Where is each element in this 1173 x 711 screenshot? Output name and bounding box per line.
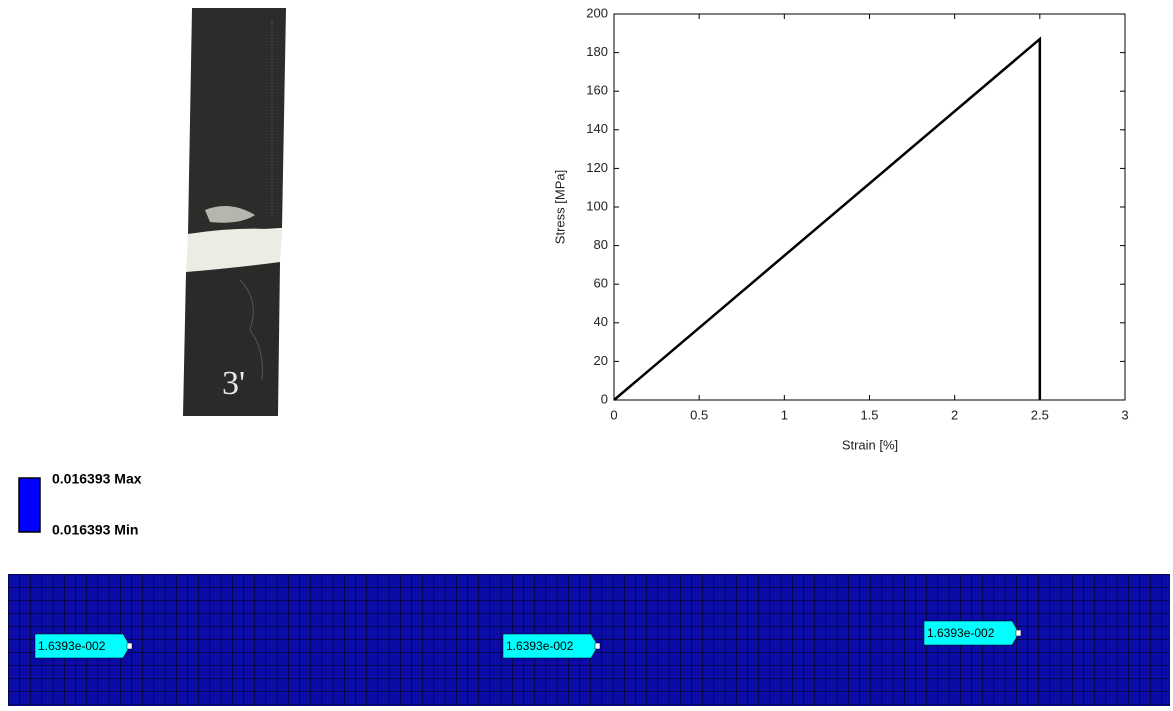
y-tick-label: 100 — [586, 198, 608, 213]
y-tick-label: 40 — [594, 314, 608, 329]
probe-point — [595, 643, 600, 649]
y-tick-label: 80 — [594, 237, 608, 252]
y-tick-label: 140 — [586, 121, 608, 136]
y-tick-label: 200 — [586, 5, 608, 20]
x-tick-label: 3 — [1121, 407, 1128, 422]
y-tick-label: 0 — [601, 391, 608, 406]
probe-point — [1016, 630, 1021, 636]
x-axis-label: Strain [%] — [842, 437, 898, 452]
x-tick-label: 1.5 — [860, 407, 878, 422]
plot-area — [614, 14, 1125, 400]
probe-point — [127, 643, 132, 649]
y-tick-label: 20 — [594, 353, 608, 368]
x-tick-label: 2 — [951, 407, 958, 422]
x-tick-label: 1 — [781, 407, 788, 422]
y-tick-label: 160 — [586, 83, 608, 98]
y-tick-label: 180 — [586, 44, 608, 59]
legend-max: 0.016393 Max — [52, 471, 142, 487]
figure: 3' Strain [%] Stress [MPa] 0.016393 Max … — [0, 0, 1173, 706]
probe-label: 1.6393e-002 — [927, 626, 995, 640]
probe-label: 1.6393e-002 — [506, 639, 574, 653]
photo-label: 3' — [222, 365, 245, 402]
x-tick-label: 2.5 — [1031, 407, 1049, 422]
legend-min: 0.016393 Min — [52, 522, 138, 538]
legend-swatch — [19, 478, 40, 532]
x-tick-label: 0 — [610, 407, 617, 422]
probe-label: 1.6393e-002 — [38, 639, 106, 653]
y-tick-label: 60 — [594, 276, 608, 291]
y-tick-label: 120 — [586, 160, 608, 175]
specimen-photo — [182, 0, 292, 416]
x-tick-label: 0.5 — [690, 407, 708, 422]
y-axis-label: Stress [MPa] — [552, 170, 567, 244]
